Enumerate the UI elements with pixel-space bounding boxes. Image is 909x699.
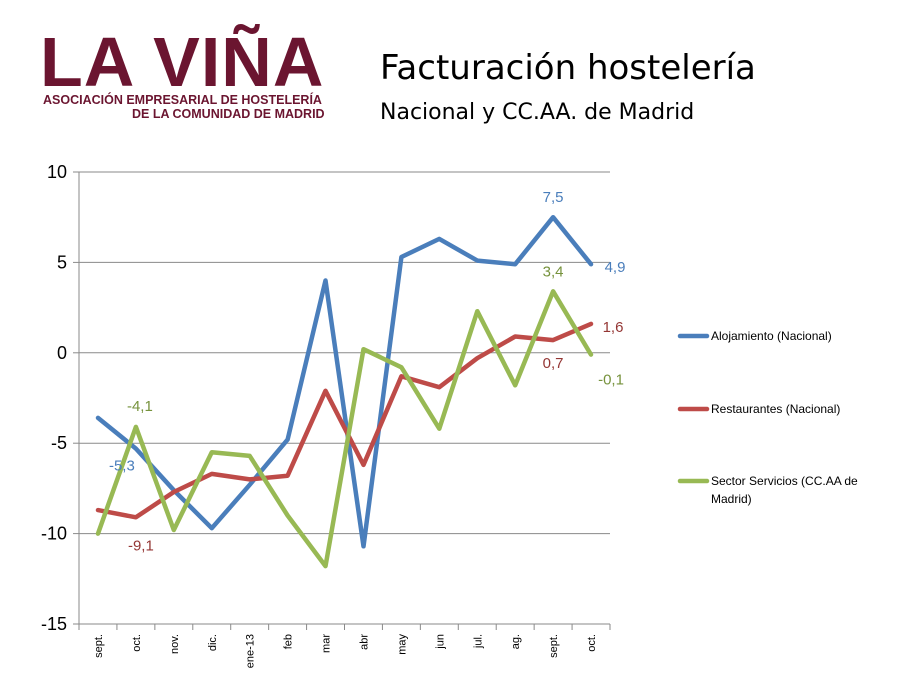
x-tick-label: sept. <box>93 634 105 658</box>
series-line-0 <box>95 214 594 549</box>
axes <box>73 171 611 630</box>
legend-entry-label: Sector Servicios (CC.AA de Madrid) <box>711 474 858 506</box>
y-tick-labels: 10 5 0 -5 -10 -15 <box>41 162 67 634</box>
chart-subtitle: Nacional y CC.AA. de Madrid <box>380 100 695 125</box>
x-tick-label: dic. <box>207 634 219 651</box>
series-lines <box>95 214 594 569</box>
data-label: -0,1 <box>598 372 624 389</box>
data-label: -9,1 <box>128 537 154 554</box>
chart-title: Facturación hostelería <box>380 48 756 88</box>
logo-subtitle-line2: DE LA COMUNIDAD DE MADRID <box>132 107 325 121</box>
logo-main-text: LA VIÑA <box>40 23 325 101</box>
y-tick-label: -5 <box>51 433 67 453</box>
data-label: -5,3 <box>109 458 135 475</box>
y-tick-label: 0 <box>57 343 67 363</box>
legend-entry-label: Restaurantes (Nacional) <box>711 402 840 416</box>
logo: LA VIÑA ASOCIACIÓN EMPRESARIAL DE HOSTEL… <box>40 23 350 121</box>
logo-subtitle-line1: ASOCIACIÓN EMPRESARIAL DE HOSTELERÍA <box>43 93 322 107</box>
x-tick-label: jul. <box>472 634 484 649</box>
y-tick-label: -10 <box>41 524 67 544</box>
x-tick-labels: sept. oct. nov. dic. ene-13 feb mar abr may jun ju… <box>93 634 598 669</box>
data-label: 0,7 <box>543 355 564 372</box>
x-tick-label: ene-13 <box>245 634 257 668</box>
data-label: -4,1 <box>127 398 153 415</box>
series-line-1 <box>95 321 594 520</box>
x-tick-label: may <box>396 634 408 655</box>
data-label: 7,5 <box>543 189 564 206</box>
x-tick-label: sept. <box>548 634 560 658</box>
data-label: 3,4 <box>543 263 564 280</box>
x-tick-label: abr <box>358 634 370 650</box>
x-tick-label: oct. <box>131 634 143 652</box>
data-label: 1,6 <box>603 319 624 336</box>
y-tick-label: 5 <box>57 252 67 272</box>
series-line-2 <box>95 289 594 569</box>
x-tick-label: mar <box>321 634 333 653</box>
legend-entry-label: Alojamiento (Nacional) <box>711 329 832 343</box>
y-tick-label: -15 <box>41 614 67 634</box>
x-tick-label: feb <box>283 634 295 649</box>
x-tick-label: jun <box>434 634 446 650</box>
x-tick-label: ag. <box>510 634 522 649</box>
y-tick-label: 10 <box>47 162 67 182</box>
legend: Alojamiento (Nacional) Restaurantes (Naci… <box>677 329 858 506</box>
x-tick-label: oct. <box>586 634 598 652</box>
data-labels: -5,3 7,5 4,9 -9,1 0,7 1,6 -4,1 3,4 -0,1 <box>109 189 626 554</box>
data-label: 4,9 <box>605 259 626 276</box>
x-tick-label: nov. <box>169 634 181 654</box>
